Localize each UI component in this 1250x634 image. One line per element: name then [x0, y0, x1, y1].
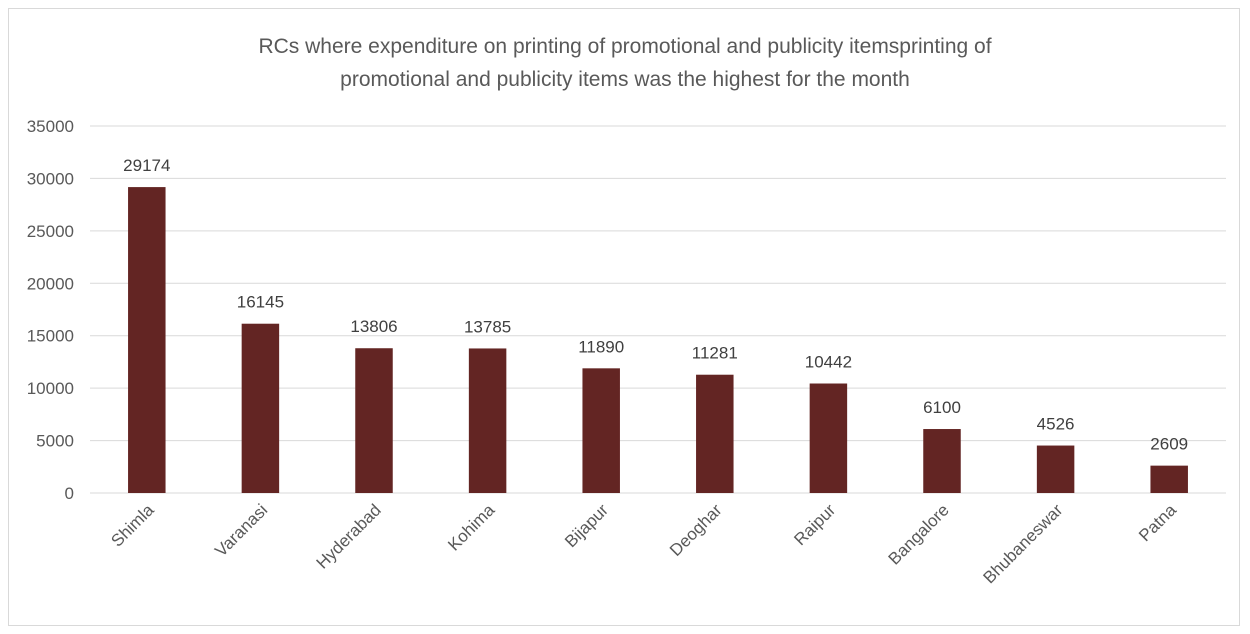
data-label: 11890	[578, 337, 624, 356]
bar	[809, 383, 848, 493]
x-tick-label: Shimla	[107, 500, 158, 551]
data-label: 11281	[692, 344, 738, 363]
y-tick-label: 15000	[27, 327, 74, 346]
chart-title: RCs where expenditure on printing of pro…	[0, 30, 1250, 96]
chart-title-line-2: promotional and publicity items was the …	[340, 68, 910, 91]
y-tick-label: 5000	[36, 432, 74, 451]
bar	[241, 323, 280, 493]
x-tick-label: Bangalore	[885, 500, 953, 568]
bar	[468, 348, 507, 493]
x-tick-label: Bhubaneswar	[979, 500, 1066, 587]
data-label: 6100	[923, 398, 961, 417]
x-tick-label: Varanasi	[211, 500, 271, 560]
x-tick-label: Kohima	[444, 500, 499, 555]
bar	[355, 348, 393, 493]
chart-title-line-1: RCs where expenditure on printing of pro…	[258, 35, 992, 58]
bar	[1150, 465, 1188, 493]
x-tick-label: Hyderabad	[313, 500, 385, 572]
x-tick-label: Patna	[1135, 500, 1180, 545]
data-label: 4526	[1037, 415, 1075, 434]
bar	[1036, 445, 1075, 493]
data-label: 2609	[1150, 435, 1188, 454]
data-label: 13785	[464, 317, 511, 336]
chart-frame	[8, 8, 1240, 626]
y-tick-label: 35000	[27, 117, 74, 136]
y-tick-label: 10000	[27, 379, 74, 398]
y-tick-label: 20000	[27, 274, 74, 293]
data-label: 29174	[123, 156, 170, 175]
x-tick-label: Bijapur	[561, 500, 612, 551]
y-tick-label: 30000	[27, 169, 74, 188]
bar	[582, 368, 620, 493]
bar	[128, 187, 166, 493]
x-tick-label: Raipur	[790, 500, 839, 549]
data-label: 13806	[350, 317, 397, 336]
bar	[923, 429, 961, 493]
bar	[696, 374, 734, 493]
y-tick-label: 25000	[27, 222, 74, 241]
data-label: 10442	[805, 353, 852, 372]
x-tick-label: Deoghar	[666, 500, 726, 560]
data-label: 16145	[237, 293, 284, 312]
y-tick-label: 0	[65, 484, 74, 503]
